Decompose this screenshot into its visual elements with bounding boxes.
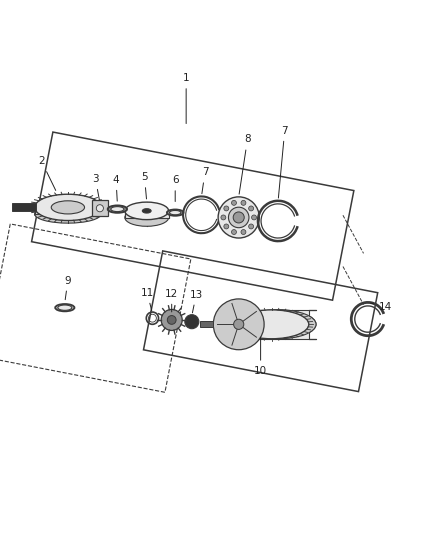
Ellipse shape	[142, 209, 151, 213]
Text: 7: 7	[279, 126, 288, 198]
Polygon shape	[35, 207, 101, 214]
Bar	[92, 200, 108, 216]
Circle shape	[224, 206, 229, 211]
Circle shape	[241, 200, 246, 205]
Ellipse shape	[96, 205, 103, 212]
Polygon shape	[234, 310, 316, 339]
Text: 2: 2	[38, 156, 56, 190]
FancyArrow shape	[12, 204, 36, 211]
Ellipse shape	[161, 310, 182, 330]
Ellipse shape	[233, 212, 244, 223]
Ellipse shape	[167, 316, 176, 324]
Text: 5: 5	[141, 172, 148, 199]
Circle shape	[224, 224, 229, 229]
Text: 14: 14	[371, 302, 392, 312]
Polygon shape	[125, 211, 169, 217]
Bar	[200, 321, 213, 327]
Ellipse shape	[35, 205, 101, 223]
Text: 1: 1	[183, 73, 190, 124]
Text: 11: 11	[141, 288, 154, 311]
Ellipse shape	[55, 304, 74, 311]
Text: 4: 4	[113, 175, 120, 201]
Ellipse shape	[234, 310, 309, 339]
Text: 13: 13	[190, 289, 203, 313]
Circle shape	[249, 224, 254, 229]
Ellipse shape	[125, 202, 169, 220]
Ellipse shape	[111, 207, 124, 212]
Ellipse shape	[51, 201, 85, 214]
Ellipse shape	[185, 314, 199, 329]
Ellipse shape	[35, 194, 101, 221]
Ellipse shape	[58, 305, 72, 310]
Circle shape	[232, 200, 237, 205]
Ellipse shape	[218, 197, 259, 238]
Text: 12: 12	[165, 289, 178, 312]
Circle shape	[232, 230, 237, 235]
Text: 3: 3	[92, 174, 99, 200]
Text: 6: 6	[172, 175, 179, 201]
Ellipse shape	[108, 205, 127, 213]
Text: 9: 9	[64, 276, 71, 300]
Ellipse shape	[233, 319, 244, 329]
Ellipse shape	[241, 310, 316, 339]
Circle shape	[221, 215, 226, 220]
Ellipse shape	[167, 209, 184, 216]
Circle shape	[249, 206, 254, 211]
Text: 8: 8	[239, 134, 251, 194]
Text: 7: 7	[201, 167, 208, 193]
Ellipse shape	[125, 209, 169, 227]
Ellipse shape	[241, 310, 316, 339]
Circle shape	[251, 215, 257, 220]
Text: 10: 10	[254, 337, 267, 376]
Circle shape	[241, 230, 246, 235]
Ellipse shape	[229, 207, 249, 228]
Ellipse shape	[213, 299, 264, 350]
Ellipse shape	[170, 211, 181, 215]
